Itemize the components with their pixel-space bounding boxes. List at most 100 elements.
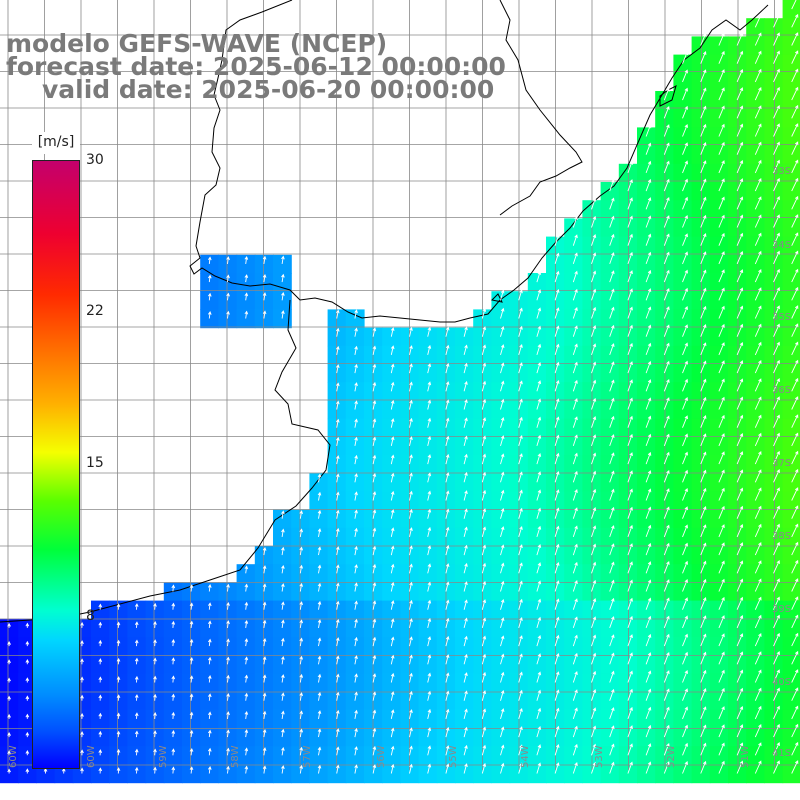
wind-arrow — [645, 415, 652, 428]
wind-cell — [109, 637, 128, 656]
wind-arrow — [682, 69, 688, 83]
wind-cell — [127, 673, 147, 693]
wind-cell — [782, 182, 800, 201]
wind-arrow — [207, 729, 212, 738]
wind-arrow — [299, 564, 304, 574]
wind-cell — [764, 691, 784, 711]
wind-arrow — [463, 362, 468, 374]
wind-cell — [527, 673, 547, 693]
wind-arrow — [317, 655, 322, 665]
wind-arrow — [281, 291, 285, 301]
wind-cell — [782, 655, 800, 674]
wind-cell — [327, 637, 347, 656]
wind-arrow — [299, 655, 304, 665]
wind-arrow — [226, 711, 230, 719]
wind-cell — [236, 637, 256, 656]
wind-arrow — [718, 524, 725, 538]
wind-arrow — [700, 269, 707, 283]
wind-arrow — [627, 543, 633, 556]
wind-arrow — [372, 727, 377, 738]
wind-arrow — [98, 749, 103, 756]
wind-arrow — [536, 744, 542, 756]
wind-cell — [637, 345, 656, 365]
wind-arrow — [609, 634, 615, 647]
wind-cell — [673, 200, 693, 219]
wind-arrow — [463, 617, 468, 629]
wind-cell — [254, 546, 274, 565]
wind-cell — [0, 691, 19, 711]
wind-arrow — [207, 602, 212, 610]
wind-cell — [764, 546, 784, 565]
wind-arrow — [609, 233, 615, 246]
wind-arrow — [390, 381, 395, 392]
wind-cell — [746, 127, 765, 147]
wind-cell — [600, 254, 620, 274]
wind-cell — [782, 564, 800, 583]
wind-arrow — [390, 654, 395, 665]
wind-cell — [764, 72, 784, 92]
wind-arrow — [773, 141, 780, 155]
wind-cell — [728, 582, 747, 602]
wind-arrow — [736, 323, 744, 337]
wind-arrow — [736, 178, 744, 192]
wind-cell — [764, 345, 784, 365]
wind-arrow — [317, 691, 322, 701]
wind-cell — [418, 364, 438, 383]
coastline — [0, 0, 769, 623]
wind-arrow — [791, 559, 799, 574]
wind-cell — [163, 618, 183, 638]
wind-arrow — [281, 528, 285, 537]
wind-arrow — [645, 233, 652, 246]
wind-arrow — [718, 287, 725, 301]
wind-arrow — [754, 68, 762, 83]
wind-arrow — [718, 105, 725, 119]
wind-cell — [691, 418, 711, 438]
wind-cell — [491, 691, 511, 711]
wind-arrow — [372, 582, 377, 592]
wind-arrow — [663, 142, 670, 155]
wind-arrow — [463, 471, 468, 483]
wind-arrow — [572, 325, 578, 337]
wind-arrow — [518, 343, 523, 356]
wind-arrow — [700, 415, 707, 428]
wind-arrow — [409, 709, 413, 720]
wind-arrow — [754, 50, 762, 64]
wind-cell — [345, 382, 365, 401]
wind-cell — [782, 582, 800, 602]
wind-cell — [527, 764, 547, 784]
wind-arrow — [554, 707, 560, 720]
wind-arrow — [427, 344, 432, 356]
wind-arrow — [518, 562, 523, 574]
wind-cell — [637, 364, 656, 383]
wind-cell — [637, 491, 656, 511]
wind-cell — [418, 382, 438, 401]
wind-cell — [91, 655, 110, 674]
wind-cell — [491, 473, 511, 492]
wind-arrow — [409, 345, 413, 356]
wind-cell — [218, 764, 238, 784]
wind-cell — [418, 436, 438, 456]
wind-arrow — [645, 433, 652, 447]
wind-cell — [491, 618, 511, 638]
wind-cell — [564, 218, 583, 238]
wind-arrow — [299, 546, 304, 556]
wind-arrow — [682, 233, 688, 246]
wind-cell — [291, 691, 310, 711]
wind-arrow — [134, 730, 139, 738]
wind-arrow — [572, 598, 578, 610]
wind-arrow — [791, 68, 799, 83]
wind-arrow — [791, 359, 799, 374]
wind-cell — [0, 618, 19, 638]
wind-arrow — [791, 614, 799, 629]
wind-arrow — [645, 451, 652, 465]
wind-arrow — [700, 342, 707, 356]
wind-arrow — [736, 232, 744, 246]
wind-arrow — [718, 269, 725, 283]
wind-cell — [291, 546, 310, 565]
wind-cell — [564, 491, 583, 511]
wind-cell — [709, 473, 729, 492]
wind-arrow — [518, 307, 523, 319]
wind-arrow — [591, 543, 597, 556]
wind-arrow — [773, 32, 780, 46]
wind-arrow — [572, 725, 578, 738]
